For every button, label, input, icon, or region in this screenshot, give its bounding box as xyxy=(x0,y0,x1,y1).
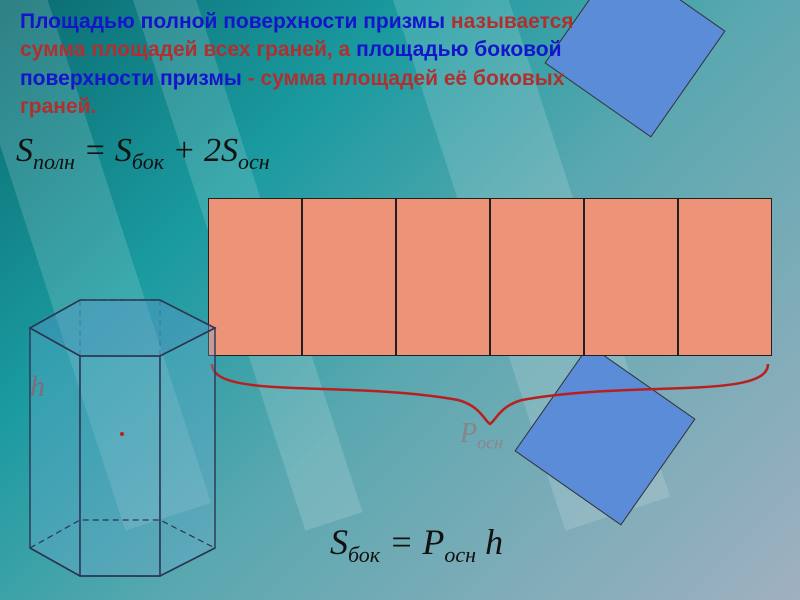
height-label: h xyxy=(30,370,45,404)
lateral-face xyxy=(490,198,584,356)
formula-full-surface: Sполн = Sбок + 2Sосн xyxy=(16,132,270,175)
formula-side-surface: Sбок = Pосн h xyxy=(330,521,503,568)
lateral-face xyxy=(396,198,490,356)
lateral-face xyxy=(302,198,396,356)
lateral-face xyxy=(678,198,772,356)
hexagonal-prism xyxy=(10,258,250,588)
definition-text: Площадью полной поверхности призмы назыв… xyxy=(20,8,620,121)
lateral-surface-unfolded xyxy=(208,198,772,356)
perimeter-label: Pосн xyxy=(460,418,503,454)
term-full-surface: Площадью полной поверхности призмы xyxy=(20,10,445,33)
lateral-face xyxy=(584,198,678,356)
